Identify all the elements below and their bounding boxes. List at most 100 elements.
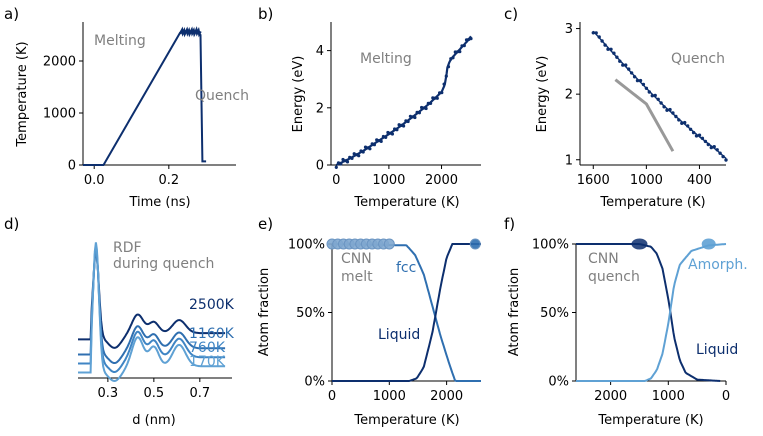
energy-point — [357, 154, 361, 158]
energy-point — [715, 148, 719, 152]
y-axis-label: Temperature (K) — [15, 41, 30, 147]
energy-point — [458, 50, 462, 54]
energy-point — [451, 56, 455, 60]
panel-label-c: c) — [504, 5, 518, 23]
x-tick-label: 400 — [687, 173, 712, 188]
energy-point — [629, 71, 634, 75]
energy-point — [345, 160, 350, 164]
energy-point — [384, 135, 388, 139]
x-tick-label: 2000 — [430, 389, 463, 404]
y-tick-label: 0 — [68, 159, 76, 174]
energy-point — [712, 145, 716, 149]
energy-point — [638, 78, 643, 83]
panel-b: 0 1000 2000 0 2 4 Melting Temperature (K) Energy… — [291, 22, 481, 210]
panel-label-e: e) — [258, 215, 273, 233]
y-axis-label: Energy (eV) — [291, 56, 306, 133]
y-tick-label: 3 — [565, 22, 573, 37]
energy-point — [677, 118, 681, 122]
y-tick-label: 100% — [532, 238, 569, 253]
y-tick-label: 2 — [316, 101, 324, 116]
energy-point — [700, 136, 705, 140]
panel-f: 2000 1000 0 0% 50% 100% CNN quench Amorph. Liquid… — [507, 238, 748, 429]
x-tick-label: 0 — [328, 389, 336, 404]
y-tick-label: 2 — [565, 88, 573, 103]
x-tick-label: 2000 — [594, 389, 627, 404]
energy-point — [609, 47, 613, 51]
energy-point — [469, 37, 473, 41]
energy-point — [618, 59, 622, 63]
fit-line — [614, 78, 675, 152]
energy-point — [694, 134, 699, 138]
energy-point — [361, 150, 365, 154]
energy-point — [615, 55, 619, 59]
energy-point — [662, 105, 666, 109]
energy-point — [379, 139, 383, 143]
x-axis-label: Time (ns) — [128, 195, 190, 210]
energy-point — [442, 82, 446, 86]
label-liquid: Liquid — [696, 342, 738, 358]
energy-point — [718, 151, 722, 155]
x-axis-label: Temperature (K) — [353, 413, 459, 428]
y-tick-label: 1000 — [43, 107, 76, 122]
annotation-melting: Melting — [94, 33, 146, 49]
y-tick-label: 0% — [304, 375, 325, 390]
energy-point — [597, 35, 601, 39]
y-tick-label: 4 — [316, 44, 324, 59]
energy-point — [413, 115, 417, 120]
x-tick-label: 1000 — [373, 389, 406, 404]
cnn-marker-liquid — [631, 238, 648, 250]
label-liquid: Liquid — [378, 327, 420, 343]
energy-point — [603, 43, 607, 47]
x-tick-label: 2000 — [425, 173, 458, 188]
energy-curve — [335, 35, 472, 166]
energy-point — [455, 50, 460, 54]
energy-point — [641, 82, 646, 87]
x-tick-label: 0.3 — [98, 386, 119, 401]
rdf-label-1160K: 1160K — [189, 326, 235, 342]
energy-point — [417, 111, 421, 115]
y-axis-label: Atom fraction — [257, 268, 272, 356]
energy-point — [644, 86, 649, 91]
x-tick-label: 1000 — [630, 173, 663, 188]
energy-point — [627, 67, 631, 71]
x-tick-label: 0 — [332, 173, 340, 188]
rdf-label-170K: 170K — [189, 354, 226, 370]
cnn-marker — [469, 238, 481, 250]
energy-point — [686, 124, 690, 128]
energy-point — [368, 147, 372, 151]
x-axis-label: Temperature (K) — [353, 195, 459, 210]
energy-point — [683, 120, 687, 125]
rdf-curve-170K — [78, 242, 226, 383]
energy-point — [635, 78, 640, 83]
energy-point — [594, 31, 598, 35]
energy-point — [632, 75, 637, 79]
annotation-quench: Quench — [671, 51, 725, 67]
energy-point — [621, 63, 625, 67]
energy-point — [656, 97, 660, 102]
annotation-melting: Melting — [360, 51, 412, 67]
y-tick-label: 50% — [540, 306, 569, 321]
panel-label-f: f) — [504, 215, 515, 233]
energy-point — [665, 108, 669, 112]
x-axis-label: Temperature (K) — [597, 413, 703, 428]
rdf-curve-2500K — [78, 251, 226, 349]
energy-point — [339, 162, 343, 166]
x-tick-label: 0.2 — [158, 173, 179, 188]
y-tick-label: 100% — [288, 238, 325, 253]
cnn-marker — [383, 238, 395, 250]
energy-point — [706, 142, 710, 147]
energy-point — [606, 47, 610, 51]
panel-e: 0 1000 2000 0% 50% 100% CNN melt fcc Liquid Temper… — [257, 238, 481, 428]
energy-point — [724, 158, 728, 162]
annotation-rdf: RDF — [113, 240, 142, 256]
temperature-line — [83, 30, 207, 166]
annotation-cnn: CNN — [588, 251, 619, 267]
energy-point — [446, 65, 451, 69]
energy-point — [668, 107, 672, 112]
panel-label-b: b) — [258, 5, 273, 23]
rdf-label-2500K: 2500K — [189, 297, 235, 313]
x-tick-label: 1600 — [577, 173, 610, 188]
y-tick-label: 0% — [548, 375, 569, 390]
label-fcc: fcc — [396, 260, 416, 276]
